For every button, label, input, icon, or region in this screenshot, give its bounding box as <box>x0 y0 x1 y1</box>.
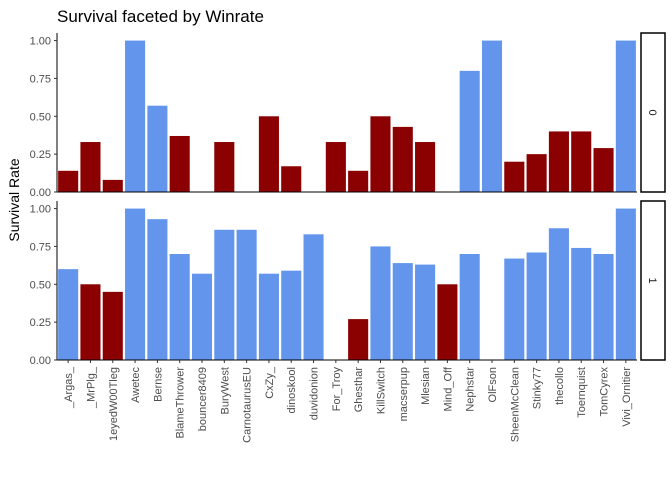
bar-Mlesian-facet-1 <box>415 264 436 360</box>
y-tick-label: 0.00 <box>30 355 51 367</box>
bar-_Argas_-facet-0 <box>58 170 79 192</box>
facet-strip <box>640 32 666 193</box>
x-tick-label: Mlesian <box>420 367 432 405</box>
bar-_MrPlg_-facet-1 <box>80 284 101 360</box>
bar-SheenMcClean-facet-1 <box>504 258 525 360</box>
x-tick-label: duvidonion <box>309 367 321 420</box>
bar-thecollo-facet-0 <box>548 131 569 192</box>
x-tick-label: Mind_Off <box>442 366 454 411</box>
y-tick-label: 0.25 <box>30 149 51 161</box>
bar-_MrPlg_-facet-0 <box>80 142 101 192</box>
x-tick-label: macserpup <box>398 367 410 421</box>
bar-Nephstar-facet-0 <box>459 70 480 192</box>
bar-bouncer8409-facet-1 <box>191 273 213 360</box>
bar-BlameThrower-facet-1 <box>169 254 190 360</box>
bar-OlFson-facet-0 <box>481 40 503 192</box>
bar-Vivi_Ornitier-facet-1 <box>615 208 636 360</box>
x-tick-label: Stinky77 <box>532 367 544 409</box>
facet-panels: 0.00 0.25 0.50 0.75 1.00 0 0.00 0.25 0.50 0.75 1.0… <box>30 32 666 443</box>
bar-_Argas_-facet-1 <box>58 269 79 360</box>
x-tick-label: TomCyrex <box>599 367 611 417</box>
bar-KillSwitch-facet-1 <box>370 246 391 360</box>
bar-BuryWest-facet-1 <box>214 229 235 360</box>
bar-duvidonion-facet-1 <box>303 234 324 360</box>
x-tick-label: OlFson <box>487 367 499 402</box>
bar-Awetec-facet-1 <box>125 208 146 360</box>
bar-CarnotaurusEU-facet-1 <box>236 229 257 360</box>
x-tick-label: bouncer8409 <box>197 367 209 431</box>
x-tick-label: _Argas_ <box>63 366 75 409</box>
facet-strip <box>640 200 666 361</box>
bar-Ghesthar-facet-0 <box>348 170 369 192</box>
x-tick-label: BlameThrower <box>175 367 187 439</box>
y-tick-label: 1.00 <box>30 204 51 216</box>
bar-For_Troy-facet-0 <box>325 142 346 192</box>
chart-title: Survival faceted by Winrate <box>57 7 264 26</box>
bar-BlameThrower-facet-0 <box>169 135 190 192</box>
bar-SheenMcClean-facet-0 <box>504 161 525 192</box>
bar-thecollo-facet-1 <box>548 228 569 360</box>
facet-strip-label: 0 <box>646 109 658 115</box>
facet-strip-label: 1 <box>646 277 658 283</box>
x-tick-label: 1eyedW00Tleg <box>108 367 120 441</box>
y-axis-label: Survival Rate <box>6 158 22 241</box>
bar-Stinky77-facet-0 <box>526 154 547 192</box>
bar-Bernse-facet-1 <box>147 219 168 360</box>
bar-Ghesthar-facet-1 <box>348 319 369 360</box>
y-tick-label: 0.50 <box>30 279 51 291</box>
bar-TomCyrex-facet-1 <box>593 254 614 360</box>
x-tick-label: Awetec <box>130 367 142 403</box>
y-tick-label: 1.00 <box>30 36 51 48</box>
x-tick-label: thecollo <box>554 367 566 405</box>
x-tick-label: For_Troy <box>331 367 343 412</box>
bar-BuryWest-facet-0 <box>214 142 235 192</box>
bar-Awetec-facet-0 <box>125 40 146 192</box>
bar-KillSwitch-facet-0 <box>370 116 391 192</box>
x-tick-label: Vivi_Ornitier <box>621 367 633 427</box>
x-tick-label: SheenMcClean <box>509 367 521 442</box>
bar-TomCyrex-facet-0 <box>593 148 614 192</box>
y-tick-label: 0.00 <box>30 187 51 199</box>
y-tick-label: 0.50 <box>30 111 51 123</box>
bar-Vivi_Ornitier-facet-0 <box>615 40 636 192</box>
bar-1eyedW00Tleg-facet-1 <box>102 291 123 360</box>
y-tick-label: 0.25 <box>30 317 51 329</box>
bar-CxZy_-facet-1 <box>258 273 279 360</box>
bar-dinoskool-facet-1 <box>281 270 302 360</box>
bar-1eyedW00Tleg-facet-0 <box>102 179 123 192</box>
x-tick-label: Toernquist <box>576 367 588 418</box>
bar-Bernse-facet-0 <box>147 105 168 192</box>
y-tick-label: 0.75 <box>30 241 51 253</box>
y-tick-label: 0.75 <box>30 73 51 85</box>
x-tick-label: CxZy_ <box>264 366 276 399</box>
x-tick-label: Bernse <box>152 367 164 402</box>
bar-Mind_Off-facet-1 <box>437 284 458 360</box>
x-tick-label: dinoskool <box>286 367 298 413</box>
x-tick-label: _MrPlg_ <box>85 366 97 409</box>
bar-Stinky77-facet-1 <box>526 252 547 360</box>
x-tick-label: BuryWest <box>219 367 231 414</box>
bar-Mlesian-facet-0 <box>415 142 436 192</box>
bar-Toernquist-facet-0 <box>571 131 592 192</box>
bar-macserpup-facet-0 <box>392 126 413 192</box>
bar-Toernquist-facet-1 <box>571 247 592 360</box>
bar-Nephstar-facet-1 <box>459 254 480 360</box>
bar-macserpup-facet-1 <box>392 263 413 360</box>
x-tick-label: Ghesthar <box>353 367 365 413</box>
x-tick-label: KillSwitch <box>375 367 387 414</box>
x-tick-label: CarnotaurusEU <box>242 367 254 443</box>
bar-CxZy_-facet-0 <box>258 116 279 192</box>
x-tick-label: Nephstar <box>465 367 477 412</box>
bar-dinoskool-facet-0 <box>281 166 302 192</box>
